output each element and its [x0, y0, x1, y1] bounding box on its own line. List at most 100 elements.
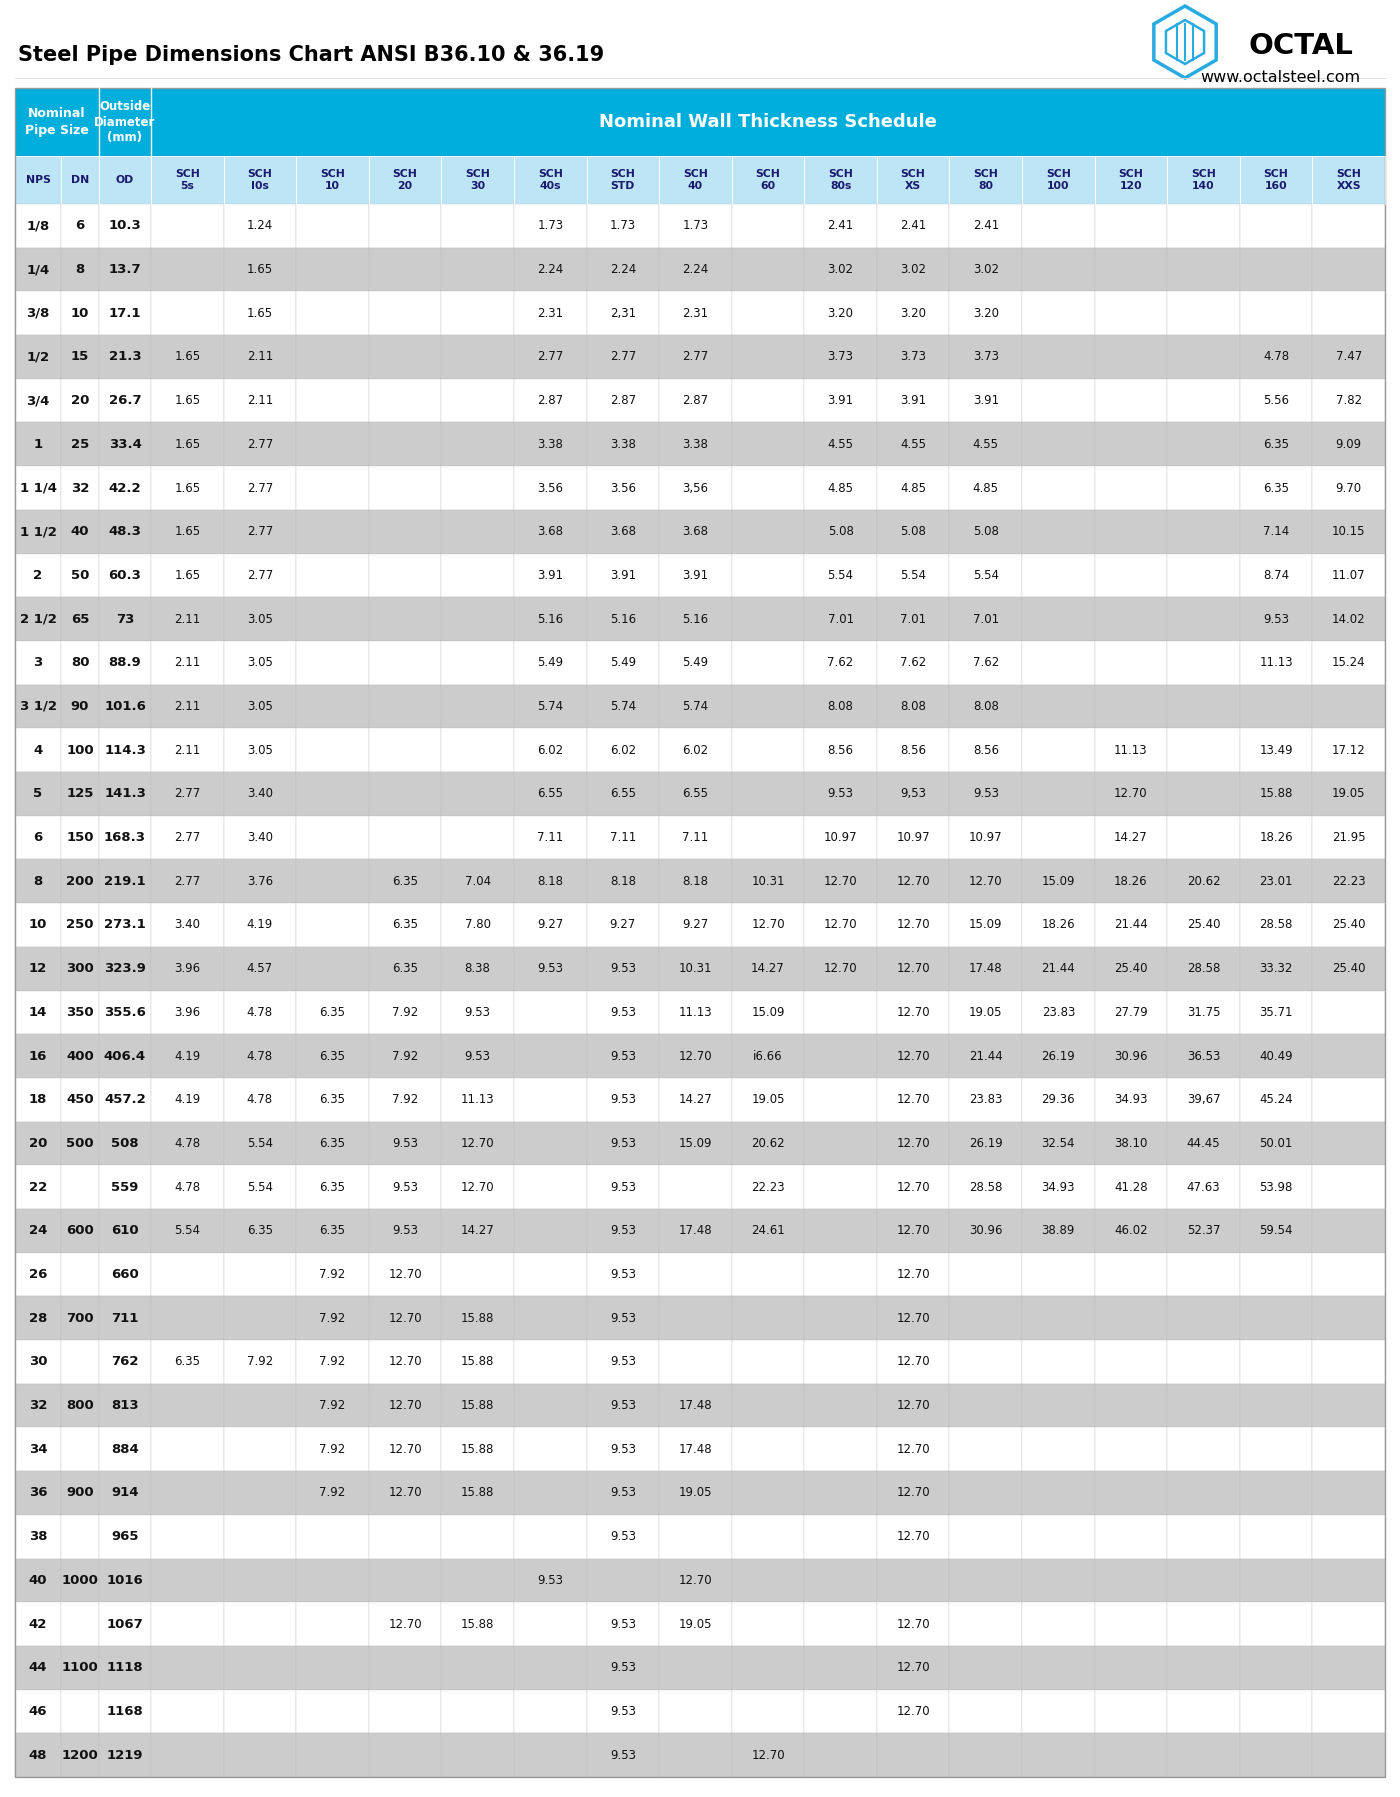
Text: 24: 24	[29, 1224, 48, 1238]
Bar	[1022, 728, 1095, 773]
Bar	[62, 1734, 99, 1777]
Bar	[99, 597, 151, 642]
Bar	[1312, 597, 1385, 642]
Bar	[441, 1734, 514, 1777]
Bar	[1022, 553, 1095, 597]
Text: 10: 10	[71, 307, 90, 320]
Bar	[1022, 1121, 1095, 1164]
Bar	[804, 1515, 876, 1558]
Text: 6: 6	[34, 830, 42, 845]
Bar	[1022, 1646, 1095, 1689]
Text: 40: 40	[71, 525, 90, 539]
Bar	[1168, 1734, 1240, 1777]
Text: SCH
30: SCH 30	[465, 169, 490, 190]
Text: 2.77: 2.77	[246, 570, 273, 582]
Bar	[99, 1384, 151, 1427]
Bar	[99, 642, 151, 685]
Bar	[659, 1384, 732, 1427]
Text: 9.70: 9.70	[1336, 482, 1362, 494]
Text: 24.61: 24.61	[752, 1224, 785, 1238]
Bar	[587, 553, 659, 597]
Text: 12.70: 12.70	[388, 1617, 421, 1630]
Text: 27.79: 27.79	[1114, 1006, 1148, 1019]
Text: 9.53: 9.53	[610, 1705, 636, 1718]
Bar	[1312, 1164, 1385, 1209]
Bar	[876, 1472, 949, 1515]
Bar	[224, 773, 297, 816]
Bar	[62, 465, 99, 510]
Bar	[514, 1341, 587, 1384]
Bar	[804, 773, 876, 816]
Bar	[297, 816, 368, 859]
Text: 10.3: 10.3	[109, 219, 141, 232]
Bar	[441, 642, 514, 685]
Bar	[151, 1341, 224, 1384]
Text: 10: 10	[29, 918, 48, 931]
Text: 18.26: 18.26	[1114, 875, 1148, 888]
Bar	[99, 1296, 151, 1341]
Bar	[1095, 1164, 1168, 1209]
Bar	[15, 859, 62, 904]
Bar	[659, 1427, 732, 1472]
Bar	[297, 1164, 368, 1209]
Bar	[99, 334, 151, 379]
Bar	[514, 685, 587, 728]
Text: 25.40: 25.40	[1331, 918, 1365, 931]
Bar	[1168, 904, 1240, 947]
Text: 2.77: 2.77	[174, 875, 200, 888]
Bar	[62, 1209, 99, 1253]
Bar	[99, 1515, 151, 1558]
Text: 7.92: 7.92	[246, 1355, 273, 1368]
Bar	[1095, 947, 1168, 990]
Text: 3.40: 3.40	[246, 787, 273, 800]
Bar	[62, 291, 99, 334]
Text: 12.70: 12.70	[896, 1486, 930, 1499]
Bar	[368, 990, 441, 1035]
Bar	[1095, 248, 1168, 291]
Bar	[587, 1121, 659, 1164]
Text: 9.53: 9.53	[538, 961, 563, 976]
Bar	[224, 1603, 297, 1646]
Bar	[368, 904, 441, 947]
Bar	[62, 553, 99, 597]
Text: SCH
60: SCH 60	[756, 169, 780, 190]
Text: SCH
160: SCH 160	[1264, 169, 1288, 190]
Text: 22.23: 22.23	[752, 1181, 785, 1193]
Bar	[151, 1035, 224, 1078]
Bar	[804, 553, 876, 597]
Text: 52.37: 52.37	[1187, 1224, 1221, 1238]
Bar	[1168, 1646, 1240, 1689]
Bar	[949, 1734, 1022, 1777]
Text: 20: 20	[71, 394, 90, 408]
Text: SCH
STD: SCH STD	[610, 169, 636, 190]
Text: 5.74: 5.74	[682, 701, 708, 713]
Bar	[441, 1341, 514, 1384]
Text: 3,56: 3,56	[682, 482, 708, 494]
Bar	[587, 597, 659, 642]
Text: 14.02: 14.02	[1331, 613, 1365, 625]
Text: 1: 1	[34, 438, 42, 451]
Text: 2: 2	[34, 570, 42, 582]
Bar	[949, 1035, 1022, 1078]
Bar	[151, 728, 224, 773]
Bar	[99, 1253, 151, 1296]
Bar	[1022, 1078, 1095, 1121]
Bar	[514, 334, 587, 379]
Bar	[1240, 1121, 1312, 1164]
Text: 3.91: 3.91	[610, 570, 636, 582]
Bar	[441, 1603, 514, 1646]
Text: 12.70: 12.70	[461, 1138, 494, 1150]
Text: 7.11: 7.11	[609, 830, 636, 845]
Bar	[441, 334, 514, 379]
Bar	[224, 334, 297, 379]
Bar	[297, 1035, 368, 1078]
Bar	[514, 1558, 587, 1603]
Bar	[587, 1035, 659, 1078]
Text: 711: 711	[112, 1312, 139, 1324]
Text: 12.70: 12.70	[679, 1574, 713, 1587]
Bar	[514, 1427, 587, 1472]
Text: 26.7: 26.7	[109, 394, 141, 408]
Bar	[514, 1209, 587, 1253]
Bar	[1240, 642, 1312, 685]
Bar	[587, 422, 659, 465]
